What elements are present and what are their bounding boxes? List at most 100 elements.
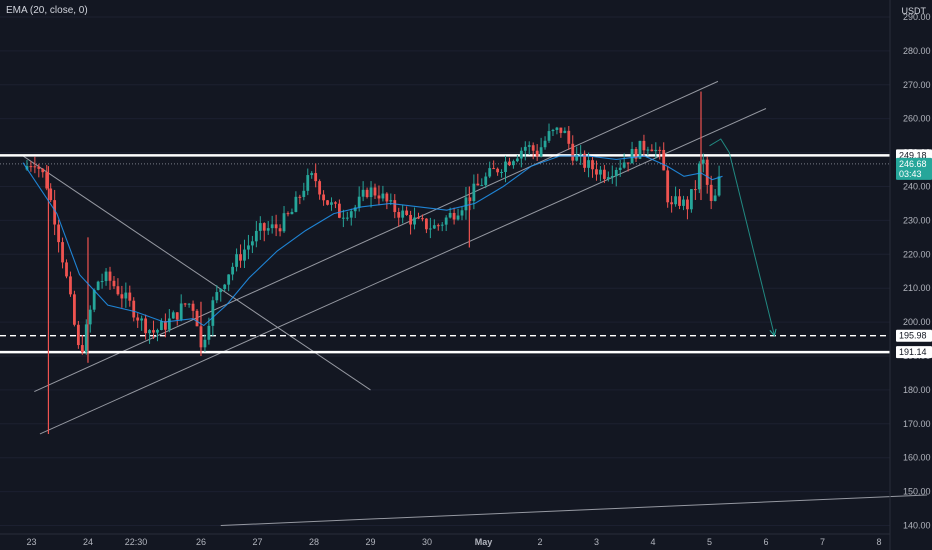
- candle-body: [618, 167, 622, 170]
- candle-body: [314, 173, 318, 182]
- candle-body: [421, 218, 424, 220]
- candle-body: [693, 189, 697, 191]
- candle-body: [239, 254, 242, 261]
- candle-body: [270, 224, 274, 229]
- candle-body: [401, 210, 405, 218]
- candle-body: [349, 211, 353, 218]
- time-tick-label: 5: [707, 537, 712, 547]
- time-axis[interactable]: 23 24 22:30 26 27 28 29 30 May 2 3 4 5 6 7 8: [0, 533, 890, 547]
- candle-body: [448, 212, 452, 218]
- candle-body: [223, 284, 227, 289]
- candle-body: [302, 190, 306, 197]
- candle-body: [167, 318, 171, 330]
- candle-body: [152, 330, 155, 333]
- candle-body: [674, 196, 677, 205]
- candle-body: [500, 171, 503, 173]
- ema-indicator-label[interactable]: EMA (20, close, 0): [6, 5, 88, 16]
- time-tick-label: 22:30: [125, 537, 148, 547]
- candle-body: [662, 149, 666, 171]
- grid: [0, 16, 890, 527]
- candle-body: [512, 161, 515, 166]
- candle-body: [504, 161, 507, 172]
- candle-body: [345, 217, 349, 219]
- price-tick-label: 200.00: [903, 317, 931, 327]
- candle-body: [571, 143, 575, 161]
- ema-line: [22, 155, 723, 327]
- candle-body: [183, 303, 187, 305]
- price-tick-label: 230.00: [903, 215, 931, 225]
- time-tick-label: 6: [763, 537, 768, 547]
- time-tick-label: 26: [196, 537, 206, 547]
- support-dashed-price-tag-bg: [896, 329, 932, 342]
- price-tick-label: 220.00: [903, 249, 931, 259]
- candle-body: [602, 169, 606, 179]
- candle-body: [298, 196, 302, 198]
- candle-body: [436, 225, 440, 227]
- candle-body: [207, 325, 211, 340]
- candle-body: [591, 160, 594, 170]
- candle-body: [128, 292, 132, 301]
- candle-body: [365, 189, 369, 198]
- candle-body: [136, 317, 140, 321]
- candle-body: [156, 330, 159, 333]
- candle-body: [646, 149, 650, 151]
- candle-body: [606, 177, 610, 179]
- candle-body: [326, 200, 329, 205]
- candle-body: [187, 303, 191, 305]
- time-tick-label: 27: [252, 537, 262, 547]
- candle-body: [318, 181, 322, 195]
- price-tick-label: 210.00: [903, 283, 931, 293]
- candle-body: [80, 345, 84, 353]
- trendline: [220, 494, 928, 527]
- candle-body: [338, 203, 341, 218]
- projection-arrow[interactable]: [709, 138, 777, 337]
- current-price-tag-countdown: 03:43: [899, 169, 922, 179]
- candle-body: [37, 166, 41, 169]
- candle-body: [539, 147, 543, 157]
- candle-body: [658, 149, 662, 151]
- candle-body: [417, 217, 420, 219]
- candle-body: [116, 286, 120, 295]
- candle-body: [294, 196, 298, 212]
- candle-body: [686, 199, 689, 210]
- candle-body: [527, 145, 531, 147]
- candle-body: [666, 170, 670, 203]
- candle-body: [53, 200, 57, 225]
- candle-body: [274, 224, 278, 229]
- candle-body: [535, 150, 539, 157]
- time-tick-label: 28: [309, 537, 319, 547]
- candle-body: [191, 303, 195, 311]
- candle-body: [215, 292, 219, 301]
- candle-body: [278, 228, 282, 232]
- price-tick-label: 290.00: [903, 12, 931, 22]
- candle-body: [595, 169, 598, 175]
- candle-body: [492, 168, 496, 170]
- candle-body: [460, 210, 464, 216]
- projection-arrowhead: [769, 328, 777, 337]
- candle-body: [425, 218, 428, 230]
- candle-body: [76, 324, 80, 346]
- candle-body: [195, 310, 199, 327]
- candle-body: [389, 200, 393, 202]
- candle-body: [69, 276, 72, 295]
- candle-body: [713, 195, 717, 201]
- time-tick-label: 23: [26, 537, 36, 547]
- candle-body: [579, 153, 583, 155]
- time-tick-label: 4: [650, 537, 655, 547]
- candle-body: [144, 318, 148, 334]
- support-price-tag-bg: [896, 346, 932, 359]
- candle-body: [428, 228, 432, 230]
- candle-body: [171, 312, 175, 319]
- candle-body: [306, 175, 310, 191]
- horizontal-levels[interactable]: [0, 154, 890, 354]
- time-tick-label: 30: [422, 537, 432, 547]
- candle-body: [452, 212, 456, 220]
- candle-body: [254, 230, 258, 242]
- price-tick-label: 270.00: [903, 80, 931, 90]
- currency-label: USDT: [901, 6, 927, 16]
- candle-body: [650, 149, 654, 152]
- candle-body: [705, 159, 709, 185]
- candle-body: [353, 207, 357, 212]
